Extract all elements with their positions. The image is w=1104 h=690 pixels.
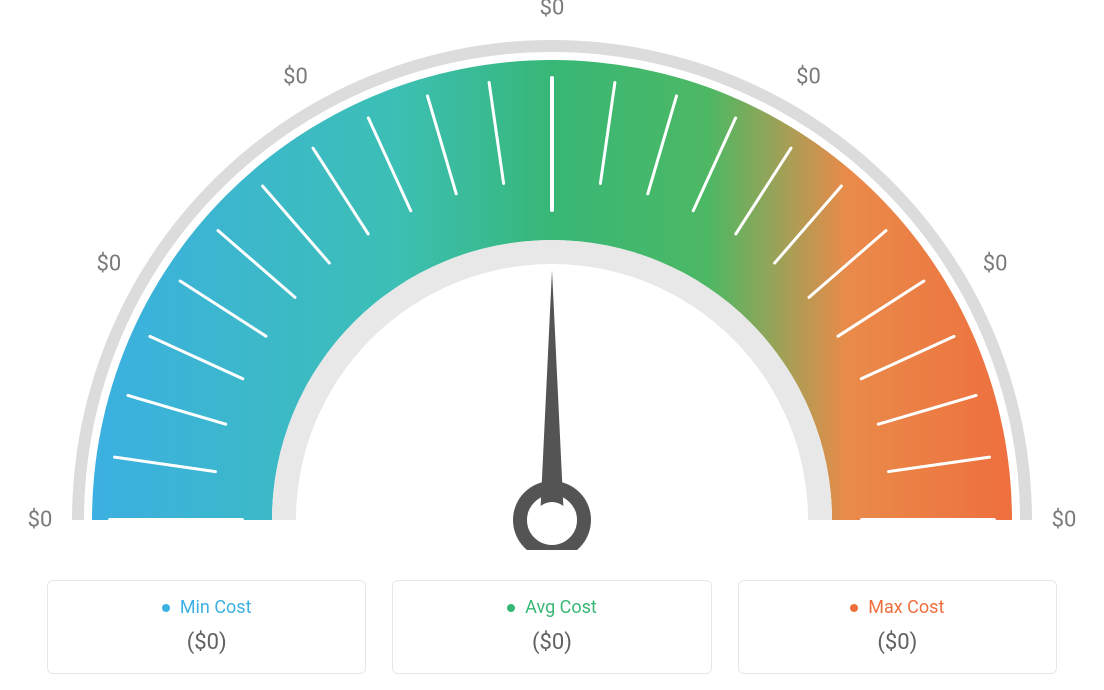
legend-top: Min Cost xyxy=(58,597,355,618)
dial-label: $0 xyxy=(1052,508,1077,533)
legend-dot-min xyxy=(162,604,170,612)
dial-label: $0 xyxy=(540,0,565,21)
dial-label: $0 xyxy=(983,251,1008,276)
legend-top: Avg Cost xyxy=(403,597,700,618)
dial-label: $0 xyxy=(28,508,53,533)
legend-dot-max xyxy=(850,604,858,612)
dial-label: $0 xyxy=(796,64,821,89)
legend-top: Max Cost xyxy=(749,597,1046,618)
legend-row: Min Cost ($0) Avg Cost ($0) Max Cost ($0… xyxy=(47,580,1057,674)
legend-card-min: Min Cost ($0) xyxy=(47,580,366,674)
legend-card-avg: Avg Cost ($0) xyxy=(392,580,711,674)
legend-dot-avg xyxy=(507,604,515,612)
legend-card-max: Max Cost ($0) xyxy=(738,580,1057,674)
legend-value-avg: ($0) xyxy=(403,630,700,655)
legend-label-min: Min Cost xyxy=(180,597,252,618)
gauge-svg xyxy=(32,10,1072,550)
legend-label-avg: Avg Cost xyxy=(525,597,597,618)
dial-label: $0 xyxy=(96,251,121,276)
legend-value-max: ($0) xyxy=(749,630,1046,655)
legend-label-max: Max Cost xyxy=(868,597,944,618)
gauge-chart: $0$0$0$0$0$0$0 xyxy=(32,10,1072,550)
dial-label: $0 xyxy=(283,64,308,89)
legend-value-min: ($0) xyxy=(58,630,355,655)
